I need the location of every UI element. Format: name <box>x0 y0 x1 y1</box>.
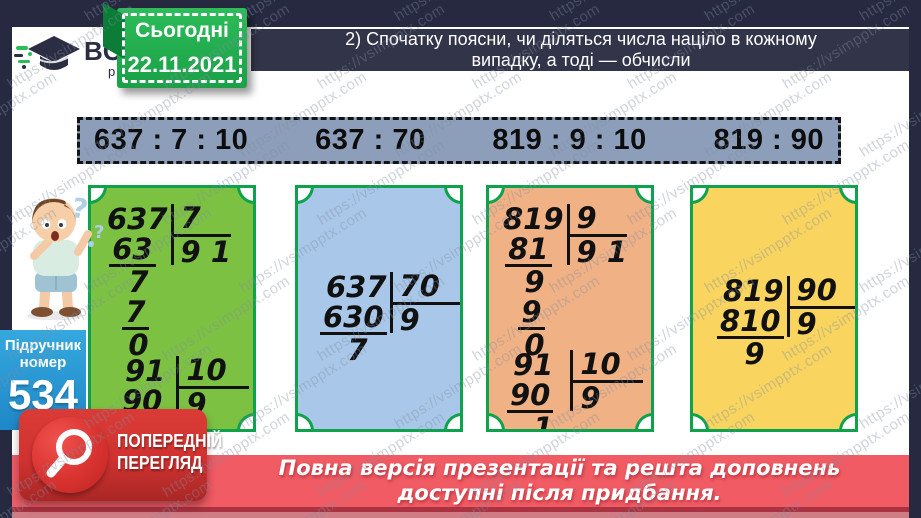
date-badge-date: 22.11.2021 <box>127 52 237 77</box>
task-line-1: 2) Спочатку поясни, чи діляться числа на… <box>345 29 817 49</box>
magnifying-glass-icon <box>46 429 92 478</box>
long-division: 91 90 1 10 9 <box>507 348 643 432</box>
work-step: 0 <box>128 328 149 362</box>
preview-badge-line-2: ПЕРЕГЛЯД <box>117 453 203 473</box>
expression-3: 819 : 9 : 10 <box>492 124 647 156</box>
divisor: 9 <box>569 204 627 237</box>
dividend: 819 <box>723 274 784 308</box>
corner-notch <box>693 413 709 429</box>
divisor: 10 <box>179 356 249 389</box>
expression-2: 637 : 70 <box>315 124 426 156</box>
task-header: 2) Спочатку поясни, чи діляться числа на… <box>249 27 913 73</box>
quotient: 9 <box>580 381 601 415</box>
divisor: 7 <box>173 204 231 237</box>
date-badge: Сьогодні 22.11.2021 <box>103 2 247 88</box>
bottom-strip-dark <box>12 507 909 512</box>
long-division: 637 63 7 7 0 7 9 1 <box>107 204 231 360</box>
work-step: 9 <box>744 337 765 371</box>
quotient: 9 <box>399 303 420 337</box>
graduation-cap-icon <box>14 36 80 70</box>
long-division: 819 810 9 90 9 <box>717 274 855 371</box>
corner-notch <box>298 413 314 429</box>
corner-notch <box>839 188 855 204</box>
textbook-label-2: номер <box>19 354 67 371</box>
expression-4: 819 : 90 <box>713 124 824 156</box>
right-frame-strip <box>909 0 921 518</box>
divisor: 10 <box>573 350 643 383</box>
quotient: 9 1 <box>576 235 627 269</box>
corner-notch <box>298 188 314 204</box>
date-badge-label: Сьогодні <box>135 19 229 42</box>
quotient: 9 1 <box>180 235 231 269</box>
dividend: 637 <box>326 270 387 304</box>
corner-notch <box>237 188 253 204</box>
work-card-orange: 819 81 9 9 0 9 9 1 91 90 1 10 9 <box>486 185 654 432</box>
boy-icon: ? ? <box>27 193 104 321</box>
corner-notch <box>489 413 505 429</box>
long-division: 819 81 9 9 0 9 9 1 <box>503 204 627 360</box>
thinking-boy-illustration: ? ? <box>8 180 118 325</box>
corner-notch <box>635 188 651 204</box>
corner-notch <box>693 188 709 204</box>
work-step: 63 <box>109 234 156 267</box>
banner-line-1: Повна версія презентації та решта доповн… <box>278 456 841 480</box>
corner-notch <box>444 188 460 204</box>
dividend: 819 <box>503 202 564 236</box>
textbook-label-1: Підручник <box>4 337 82 354</box>
svg-text:?: ? <box>94 222 104 243</box>
work-step: 90 <box>507 380 554 413</box>
work-step: 7 <box>347 333 368 367</box>
task-line-2: випадку, а тоді — обчисли <box>471 50 691 70</box>
divisor: 70 <box>392 272 460 305</box>
expression-1: 637 : 7 : 10 <box>94 124 249 156</box>
work-step: 1 <box>533 411 554 432</box>
magnifier-circle <box>32 417 108 493</box>
work-step: 9 <box>524 265 545 299</box>
dividend: 637 <box>107 202 168 236</box>
preview-badge: ПОПЕРЕДНІЙ ПЕРЕГЛЯД <box>19 409 222 501</box>
long-division: 637 630 7 70 9 <box>320 270 460 367</box>
divisor: 90 <box>789 276 855 309</box>
dividend: 91 <box>513 348 554 382</box>
bottom-strip-pink <box>12 512 909 518</box>
work-step: 810 <box>717 306 784 339</box>
dividend: 91 <box>125 354 166 388</box>
work-step: 81 <box>505 234 552 267</box>
preview-badge-line-1: ПОПЕРЕДНІЙ <box>117 431 223 451</box>
work-card-blue: 637 630 7 70 9 <box>295 185 463 432</box>
quotient: 9 <box>796 307 817 341</box>
work-step: 630 <box>320 302 387 335</box>
banner-line-2: доступні після придбання. <box>397 481 722 505</box>
work-step: 7 <box>128 265 149 299</box>
corner-notch <box>839 413 855 429</box>
corner-notch <box>444 413 460 429</box>
work-step: 7 <box>122 297 149 330</box>
work-step: 0 <box>524 328 545 362</box>
expressions-box: 637 : 7 : 10 637 : 70 819 : 9 : 10 819 :… <box>77 117 841 164</box>
work-step: 9 <box>518 297 545 330</box>
work-card-yellow: 819 810 9 90 9 <box>690 185 858 432</box>
